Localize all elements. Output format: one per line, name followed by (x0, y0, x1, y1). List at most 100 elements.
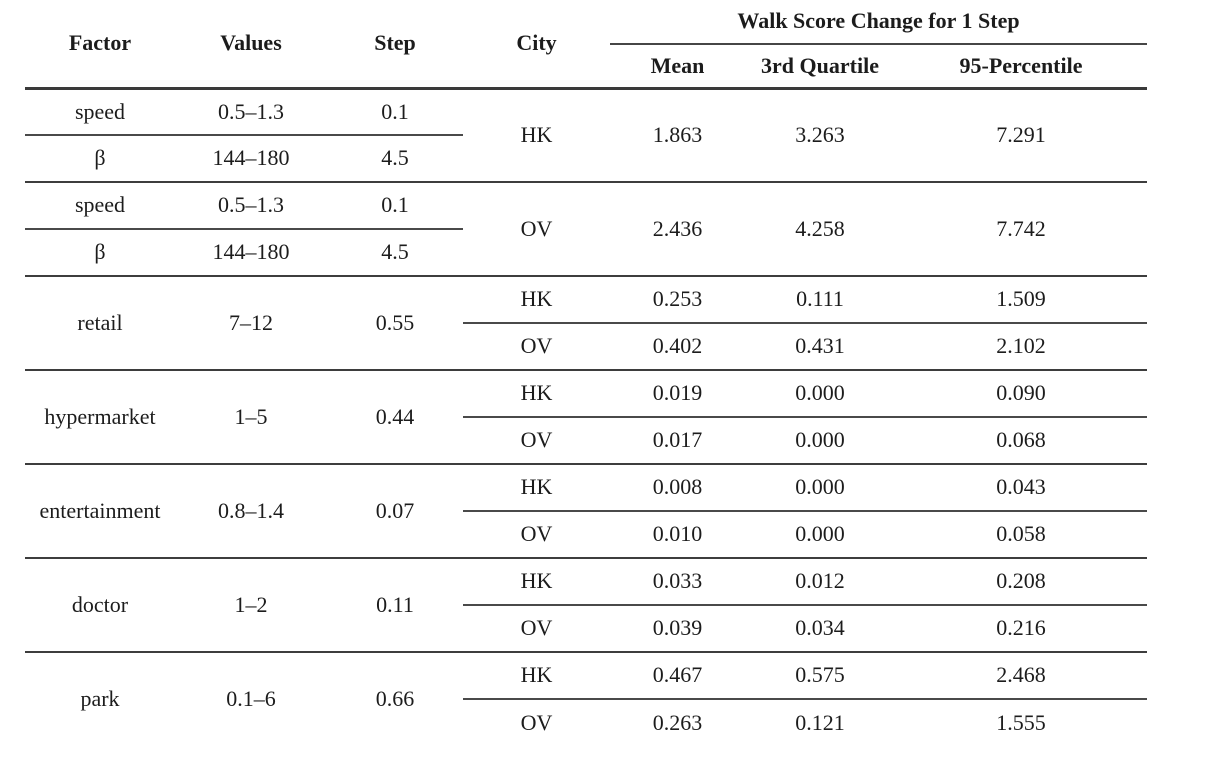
table-row: doctor 1–2 0.11 HK 0.033 0.012 0.208 (25, 557, 1148, 652)
col-header-step: Step (327, 0, 463, 90)
p95-cell: 0.058 (996, 521, 1046, 547)
step-cell: 0.11 (327, 557, 463, 652)
header-row-sub: Mean 3rd Quartile 95-Percentile (25, 44, 1148, 90)
mean-cell: 0.017 (652, 427, 703, 453)
mean-cell: 0.010 (652, 521, 703, 547)
p95-cell: 0.090 (895, 369, 1148, 418)
factor-cell: retail (25, 275, 175, 370)
city-cell: HK (463, 557, 610, 606)
step-cell: 0.1 (327, 181, 463, 230)
p95-cell: 0.208 (895, 557, 1148, 606)
city-cell: HK (463, 369, 610, 418)
step-cell: 0.66 (327, 651, 463, 746)
step-cell: 4.5 (381, 145, 409, 171)
city-cell: HK (463, 651, 610, 700)
values-cell: 7–12 (175, 275, 327, 370)
p95-cell: 2.102 (996, 333, 1046, 359)
mean-cell: 0.263 (652, 709, 703, 735)
table-row: entertainment 0.8–1.4 0.07 HK 0.008 0.00… (25, 463, 1148, 558)
p95-cell: 0.216 (996, 615, 1046, 641)
q3-cell: 0.111 (745, 275, 895, 324)
q3-cell: 0.121 (795, 709, 845, 735)
city-cell: OV (520, 333, 553, 359)
q3-cell: 0.000 (795, 427, 845, 453)
table-row: speed 0.5–1.3 0.1 OV 2.436 4.258 7.742 (25, 181, 1148, 276)
table-row: OV 0.402 0.431 2.102 (25, 323, 1147, 370)
factor-cell: speed (25, 88, 175, 136)
col-header-city: City (463, 0, 610, 90)
mean-cell: 2.436 (610, 181, 745, 276)
q3-cell: 0.012 (745, 557, 895, 606)
step-cell: 0.44 (327, 369, 463, 464)
q3-cell: 0.034 (795, 615, 845, 641)
factor-cell: park (25, 651, 175, 746)
city-cell: HK (463, 463, 610, 512)
p95-cell: 7.742 (895, 181, 1148, 276)
p95-cell: 0.068 (996, 427, 1046, 453)
mean-cell: 0.039 (652, 615, 703, 641)
mean-cell: 0.253 (610, 275, 745, 324)
city-cell: HK (520, 122, 553, 148)
values-cell: 1–2 (175, 557, 327, 652)
factor-cell: entertainment (25, 463, 175, 558)
table-row: retail 7–12 0.55 HK 0.253 0.111 1.509 (25, 275, 1148, 370)
p95-cell: 0.043 (895, 463, 1148, 512)
q3-cell: 0.000 (745, 463, 895, 512)
q3-cell: 4.258 (745, 181, 895, 276)
table-row: OV 0.010 0.000 0.058 (25, 511, 1147, 558)
q3-cell: 0.575 (745, 651, 895, 700)
city-cell: OV (520, 709, 553, 735)
factor-cell: doctor (25, 557, 175, 652)
col-header-mean: Mean (610, 44, 745, 90)
factor-cell: β (94, 239, 106, 265)
col-header-95-percentile: 95-Percentile (895, 44, 1148, 90)
factor-cell: hypermarket (25, 369, 175, 464)
table-row: β 144–180 4.5 (25, 135, 1147, 182)
q3-cell: 0.000 (795, 521, 845, 547)
city-cell: OV (463, 181, 610, 276)
mean-cell: 0.033 (610, 557, 745, 606)
p95-cell: 2.468 (895, 651, 1148, 700)
walk-score-table: Factor Values Step City Walk Score Chang… (25, 0, 1148, 746)
step-cell: 0.55 (327, 275, 463, 370)
q3-cell: 0.431 (795, 333, 845, 359)
p95-cell: 1.555 (996, 709, 1046, 735)
col-header-values: Values (175, 0, 327, 90)
table-row: speed 0.5–1.3 0.1 HK 1.863 3.263 7.291 (25, 88, 1147, 147)
p95-cell: 7.291 (996, 122, 1046, 148)
mean-cell: 0.402 (652, 333, 703, 359)
p95-cell: 1.509 (895, 275, 1148, 324)
q3-cell: 3.263 (795, 122, 845, 148)
table-row: OV 0.039 0.034 0.216 (25, 605, 1147, 652)
table-row: OV 0.263 0.121 1.555 (25, 699, 1147, 746)
city-cell: OV (520, 615, 553, 641)
values-cell: 0.8–1.4 (175, 463, 327, 558)
table-row: OV 0.017 0.000 0.068 (25, 417, 1147, 464)
factor-cell: speed (25, 181, 175, 230)
q3-cell: 0.000 (745, 369, 895, 418)
table-row: hypermarket 1–5 0.44 HK 0.019 0.000 0.09… (25, 369, 1148, 464)
col-group-header-walk-score: Walk Score Change for 1 Step (610, 0, 1148, 45)
col-header-factor: Factor (25, 0, 175, 90)
col-header-3rd-quartile: 3rd Quartile (745, 44, 895, 90)
mean-cell: 0.008 (610, 463, 745, 512)
header-row-top: Factor Values Step City Walk Score Chang… (25, 0, 1148, 90)
table-row: park 0.1–6 0.66 HK 0.467 0.575 2.468 (25, 651, 1148, 746)
mean-cell: 0.019 (610, 369, 745, 418)
values-cell: 0.5–1.3 (175, 181, 327, 230)
values-cell: 144–180 (212, 239, 290, 265)
step-cell: 0.07 (327, 463, 463, 558)
city-cell: OV (520, 427, 553, 453)
step-cell: 4.5 (381, 239, 409, 265)
mean-cell: 1.863 (652, 122, 703, 148)
mean-cell: 0.467 (610, 651, 745, 700)
values-cell: 0.5–1.3 (175, 88, 327, 136)
values-cell: 144–180 (212, 145, 290, 171)
values-cell: 0.1–6 (175, 651, 327, 746)
factor-cell: β (94, 145, 106, 171)
table-row: β 144–180 4.5 (25, 229, 1147, 276)
city-cell: HK (463, 275, 610, 324)
step-cell: 0.1 (327, 88, 463, 136)
values-cell: 1–5 (175, 369, 327, 464)
